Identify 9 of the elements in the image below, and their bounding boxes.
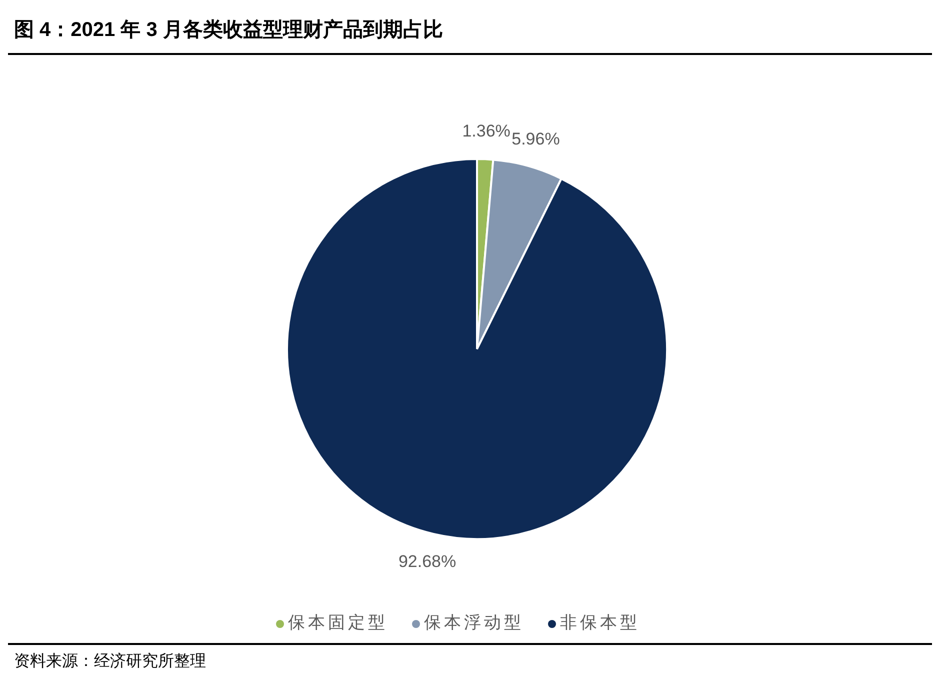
legend-label: 保本浮动型 bbox=[424, 613, 524, 632]
data-label: 5.96% bbox=[512, 130, 560, 149]
legend-label: 非保本型 bbox=[560, 613, 640, 632]
text: 资料来源：经济研究所整理 bbox=[14, 652, 207, 672]
pie-slice bbox=[286, 158, 668, 540]
legend-label: 保本固定型 bbox=[288, 613, 388, 632]
data-label: 92.68% bbox=[398, 552, 456, 571]
chart-title: 图 4：2021 年 3 月各类收益型理财产品到期占比 bbox=[8, 8, 932, 55]
data-label: 1.36% bbox=[462, 122, 510, 141]
